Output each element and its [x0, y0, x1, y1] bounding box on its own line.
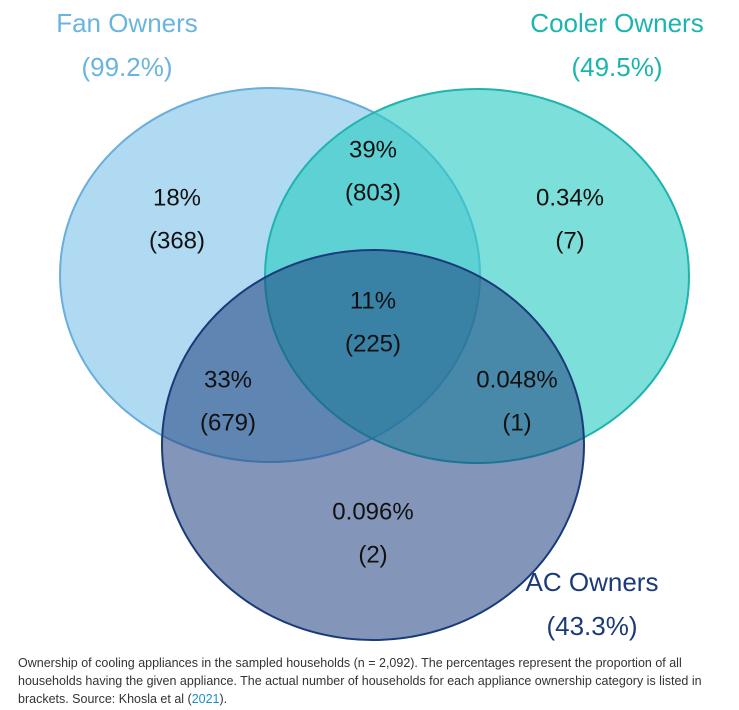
region-count: (7): [555, 227, 584, 254]
region-count: (1): [502, 409, 531, 436]
region-percent: 18%: [153, 184, 201, 211]
set-name: Fan Owners: [56, 8, 198, 38]
set-share: (49.5%): [571, 52, 662, 82]
set-share: (43.3%): [546, 611, 637, 641]
set-name: Cooler Owners: [530, 8, 703, 38]
region-percent: 39%: [349, 136, 397, 163]
caption-text: Ownership of cooling appliances in the s…: [18, 656, 702, 706]
region-count: (368): [149, 227, 205, 254]
region-count: (679): [200, 409, 256, 436]
region-percent: 0.048%: [476, 366, 557, 393]
region-percent: 11%: [350, 287, 396, 314]
region-percent: 0.096%: [332, 498, 413, 525]
set-name: AC Owners: [526, 567, 659, 597]
caption: Ownership of cooling appliances in the s…: [18, 654, 723, 708]
region-count: (803): [345, 179, 401, 206]
set-share: (99.2%): [81, 52, 172, 82]
region-percent: 0.34%: [536, 184, 604, 211]
region-percent: 33%: [204, 366, 252, 393]
labels: Fan Owners (99.2%) Cooler Owners (49.5%) AC …: [56, 8, 704, 641]
caption-link[interactable]: 2021: [191, 692, 220, 706]
venn-diagram: Fan Owners (99.2%) Cooler Owners (49.5%) AC …: [56, 8, 704, 641]
region-count: (2): [358, 541, 387, 568]
ac-circle: [161, 249, 585, 641]
caption-end: ).: [219, 692, 228, 706]
region-count: (225): [345, 330, 401, 357]
